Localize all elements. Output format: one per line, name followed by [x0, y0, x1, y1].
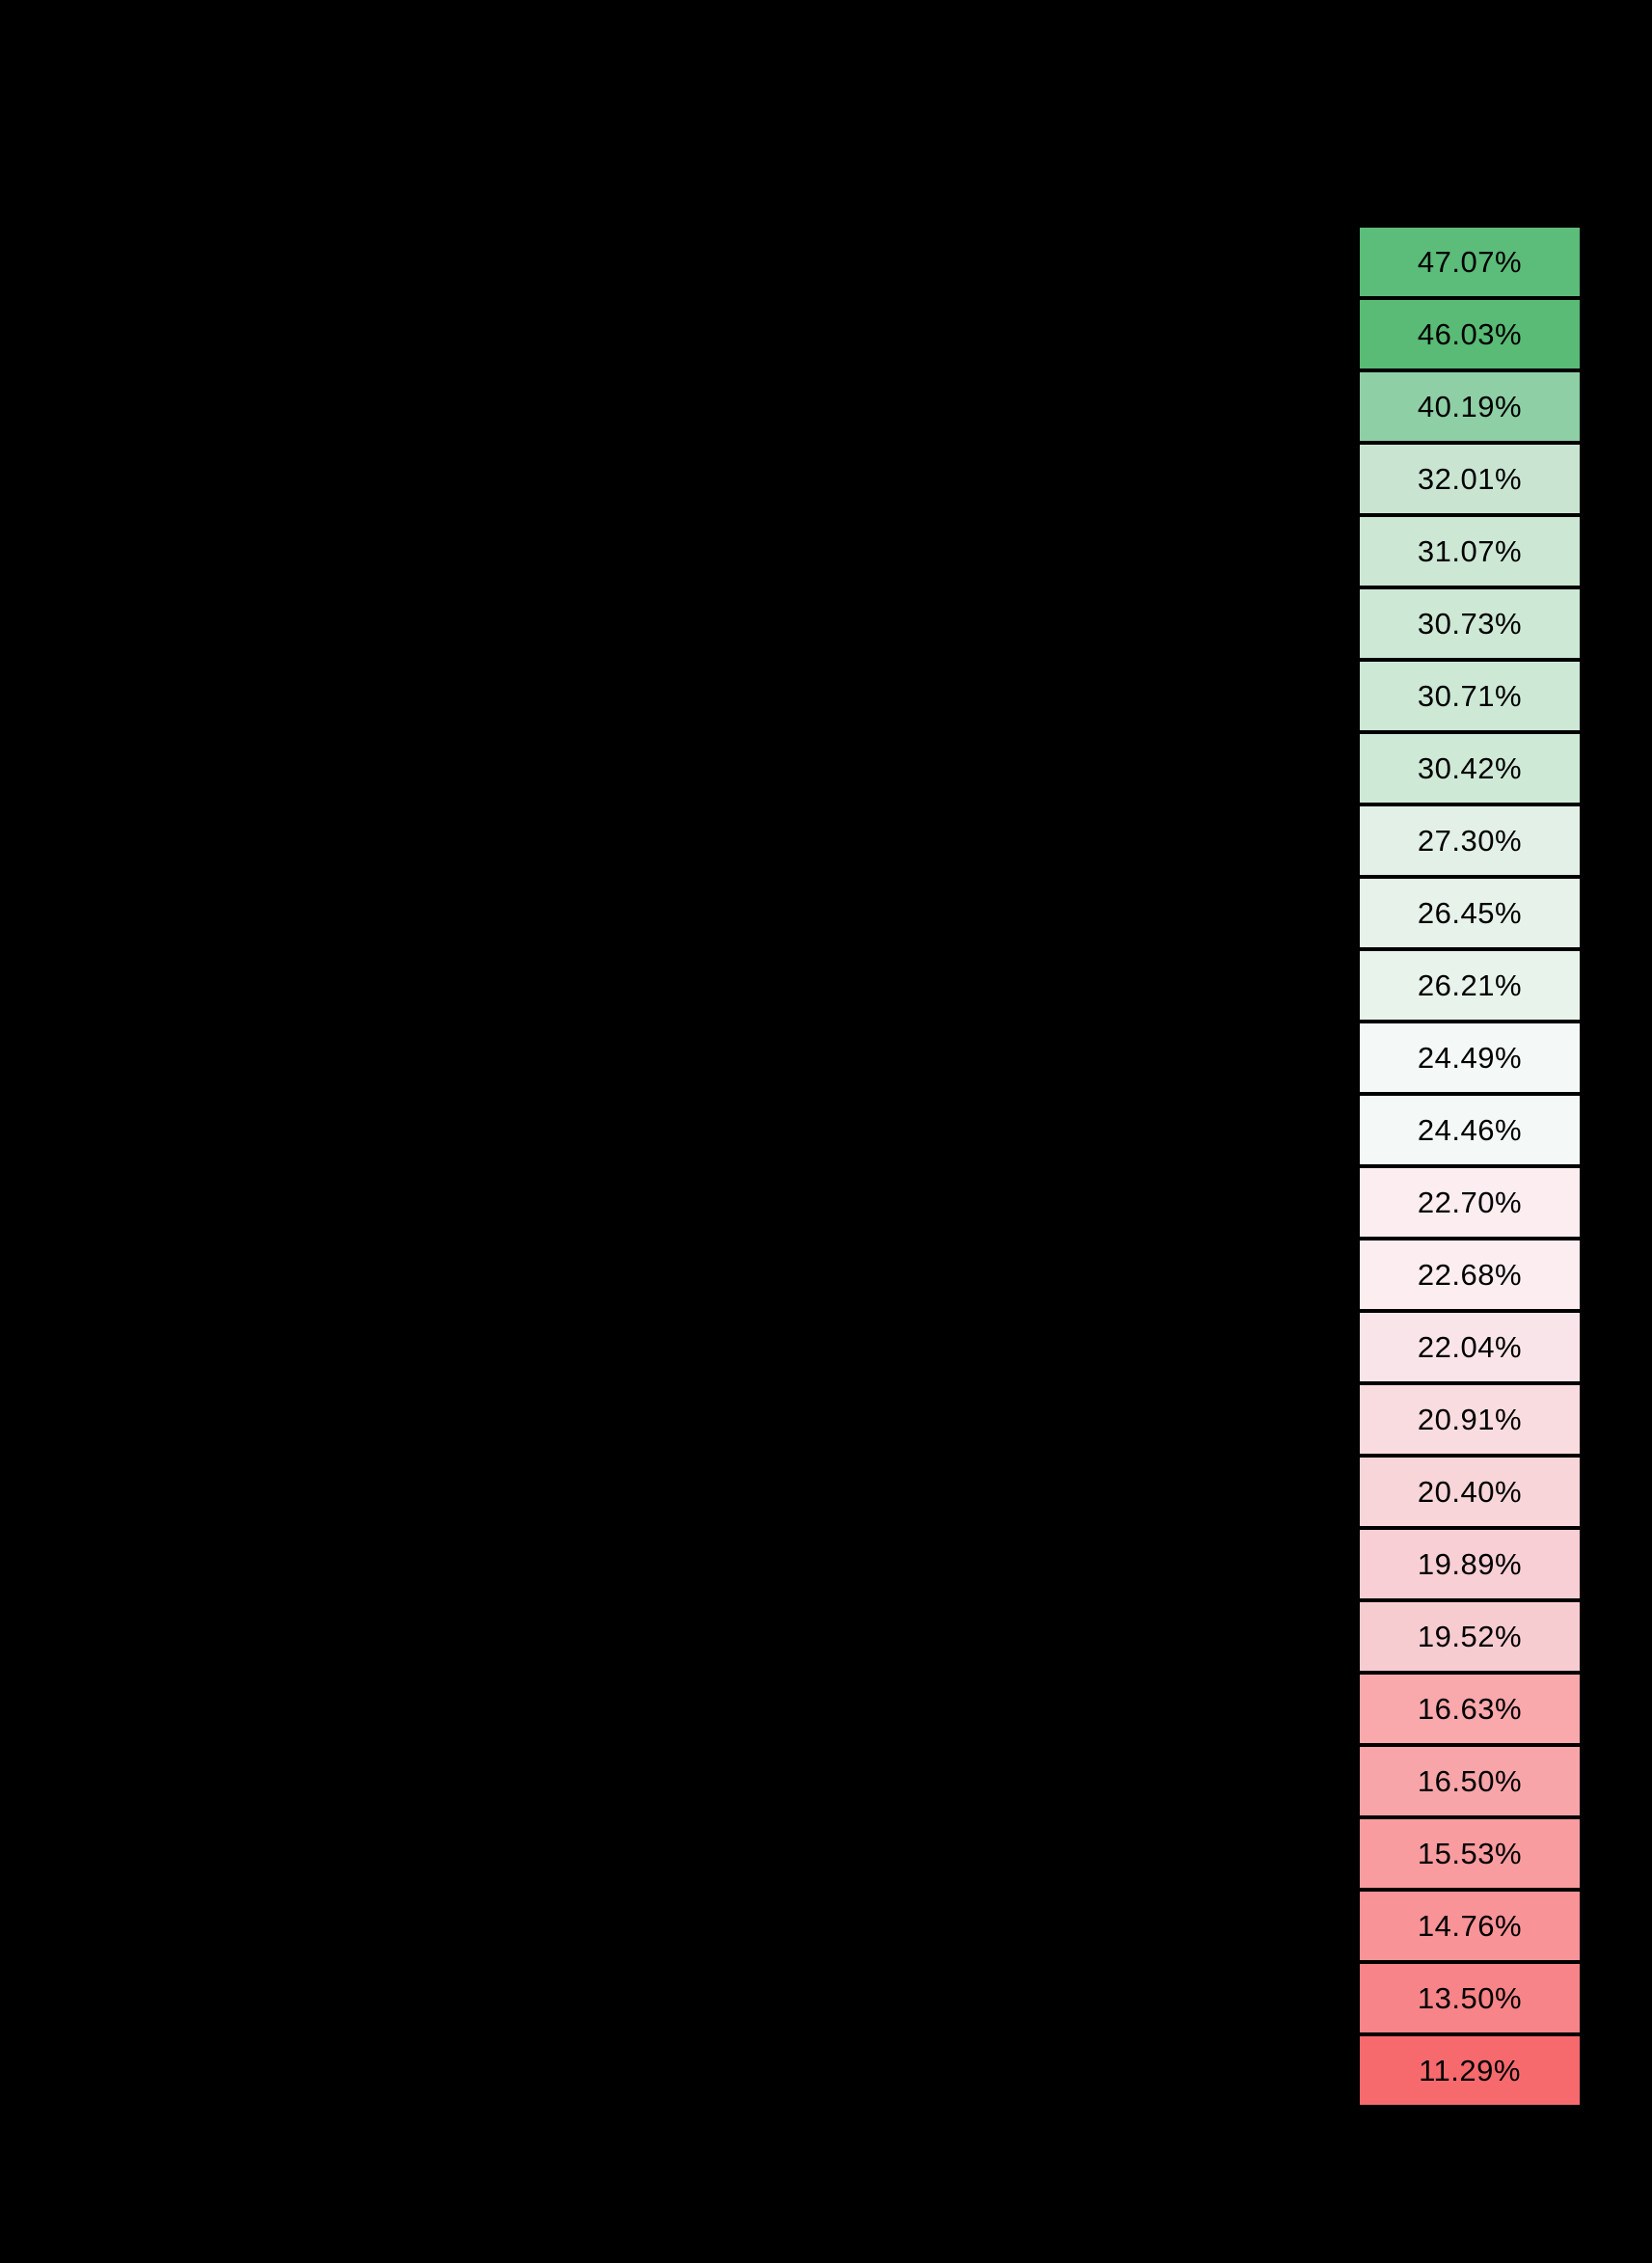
cell-value-label: 22.68% [1417, 1257, 1523, 1292]
heatmap-cell: 15.53% [1360, 1819, 1580, 1888]
heatmap-cell: 19.52% [1360, 1602, 1580, 1671]
heatmap-cell: 20.91% [1360, 1385, 1580, 1454]
cell-value-label: 14.76% [1417, 1908, 1523, 1943]
heatmap-cell: 26.45% [1360, 879, 1580, 947]
heatmap-cell: 22.68% [1360, 1241, 1580, 1309]
cell-value-label: 15.53% [1417, 1836, 1523, 1870]
heatmap-cell: 22.70% [1360, 1168, 1580, 1237]
heatmap-cell: 20.40% [1360, 1458, 1580, 1526]
heatmap-column: 47.07% 46.03% 40.19% 32.01% 31.07% 30.73% 30.7… [1360, 228, 1580, 2109]
heatmap-cell: 16.63% [1360, 1675, 1580, 1743]
heatmap-cell: 11.29% [1360, 2036, 1580, 2105]
cell-value-label: 26.45% [1417, 895, 1523, 930]
heatmap-cell: 27.30% [1360, 806, 1580, 875]
cell-value-label: 20.91% [1417, 1402, 1523, 1436]
cell-value-label: 24.46% [1417, 1112, 1523, 1147]
heatmap-cell: 26.21% [1360, 951, 1580, 1020]
cell-value-label: 30.42% [1417, 750, 1523, 785]
heatmap-cell: 24.49% [1360, 1023, 1580, 1092]
cell-value-label: 20.40% [1417, 1474, 1523, 1509]
cell-value-label: 16.63% [1417, 1691, 1523, 1726]
heatmap-cell: 19.89% [1360, 1530, 1580, 1598]
heatmap-cell: 13.50% [1360, 1964, 1580, 2032]
heatmap-cell: 30.71% [1360, 662, 1580, 730]
heatmap-cell: 30.73% [1360, 589, 1580, 658]
cell-value-label: 30.71% [1417, 678, 1523, 713]
heatmap-cell: 30.42% [1360, 734, 1580, 803]
heatmap-cell: 40.19% [1360, 372, 1580, 441]
cell-value-label: 31.07% [1417, 533, 1523, 568]
cell-value-label: 11.29% [1419, 2053, 1521, 2087]
cell-value-label: 13.50% [1417, 1980, 1523, 2015]
cell-value-label: 22.70% [1417, 1185, 1523, 1219]
heatmap-cell: 14.76% [1360, 1892, 1580, 1960]
cell-value-label: 27.30% [1417, 823, 1523, 858]
heatmap-cell: 22.04% [1360, 1313, 1580, 1381]
heatmap-cell: 32.01% [1360, 445, 1580, 513]
cell-value-label: 40.19% [1417, 389, 1523, 423]
heatmap-cell: 16.50% [1360, 1747, 1580, 1815]
heatmap-cell: 31.07% [1360, 517, 1580, 586]
cell-value-label: 32.01% [1417, 461, 1523, 496]
cell-value-label: 46.03% [1417, 316, 1523, 351]
cell-value-label: 30.73% [1417, 606, 1523, 641]
cell-value-label: 24.49% [1417, 1040, 1523, 1075]
heatmap-cell: 46.03% [1360, 300, 1580, 368]
heatmap-cell: 24.46% [1360, 1096, 1580, 1164]
cell-value-label: 47.07% [1417, 244, 1523, 279]
cell-value-label: 22.04% [1417, 1329, 1523, 1364]
heatmap-cell: 47.07% [1360, 228, 1580, 296]
cell-value-label: 16.50% [1417, 1763, 1523, 1798]
cell-value-label: 26.21% [1417, 968, 1523, 1002]
cell-value-label: 19.52% [1417, 1619, 1523, 1653]
cell-value-label: 19.89% [1417, 1546, 1523, 1581]
